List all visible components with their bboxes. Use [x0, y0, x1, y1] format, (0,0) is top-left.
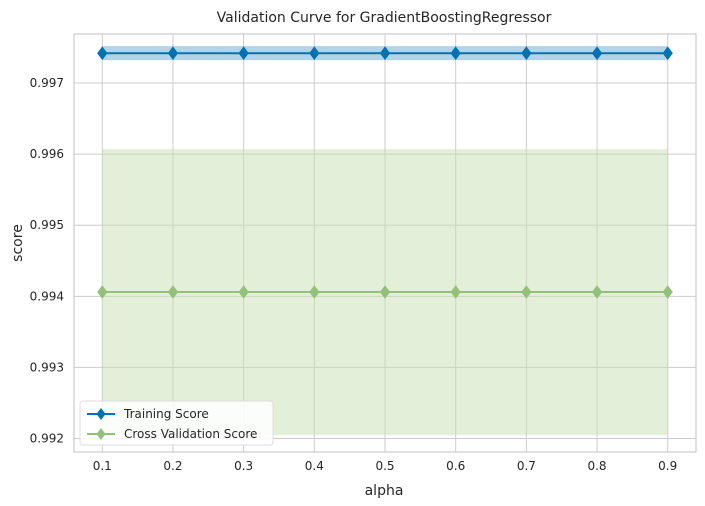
series-marker-1	[97, 285, 108, 299]
y-tick-label: 0.996	[30, 147, 64, 161]
legend-entry: Training Score	[87, 407, 209, 421]
y-tick-label: 0.997	[30, 76, 64, 90]
x-axis-label: alpha	[365, 483, 404, 499]
legend-label: Cross Validation Score	[124, 427, 257, 441]
series-marker-1	[309, 285, 320, 299]
x-tick-labels: 0.1 0.2 0.3 0.4 0.5 0.6 0.7 0.8 0.9	[93, 459, 678, 473]
chart-title: Validation Curve for GradientBoostingReg…	[217, 10, 552, 26]
series-marker-1	[591, 285, 603, 299]
plot-frame	[73, 33, 697, 453]
x-tick-label: 0.9	[658, 459, 677, 473]
series-marker-1	[167, 285, 179, 299]
series-marker-1	[662, 285, 673, 299]
y-tick-label: 0.995	[30, 218, 64, 232]
legend-swatch-marker	[96, 408, 106, 420]
y-tick-label: 0.992	[30, 431, 64, 445]
x-tick-label: 0.5	[375, 459, 394, 473]
legend-entry: Cross Validation Score	[87, 427, 257, 441]
y-axis-label: score	[10, 224, 26, 262]
series-marker-0	[167, 46, 179, 61]
series-marker-0	[238, 46, 249, 61]
x-tick-label: 0.4	[305, 459, 324, 473]
x-tick-label: 0.1	[93, 459, 112, 473]
series-marker-1	[238, 285, 249, 299]
series-markers	[97, 46, 673, 299]
series-marker-0	[379, 46, 391, 61]
x-tick-label: 0.3	[234, 459, 253, 473]
series-marker-0	[97, 46, 108, 61]
legend-label: Training Score	[123, 407, 209, 421]
series-marker-0	[309, 46, 320, 61]
x-tick-label: 0.7	[517, 459, 536, 473]
series-marker-0	[450, 46, 461, 61]
series-marker-1	[521, 285, 532, 299]
series-marker-0	[521, 46, 532, 61]
legend-swatch-marker	[96, 428, 106, 440]
series-marker-1	[379, 285, 391, 299]
series-marker-0	[591, 46, 603, 61]
series-marker-0	[662, 46, 673, 61]
x-tick-label: 0.2	[163, 459, 182, 473]
y-tick-labels: 0.992 0.993 0.994 0.995 0.996 0.997	[30, 76, 64, 445]
y-tick-label: 0.993	[30, 360, 64, 374]
legend: Training Score Cross Validation Score	[79, 400, 274, 446]
series-marker-1	[450, 285, 461, 299]
legend-box	[79, 400, 274, 446]
x-tick-label: 0.8	[587, 459, 606, 473]
x-tick-label: 0.6	[446, 459, 465, 473]
y-tick-label: 0.994	[30, 289, 64, 303]
